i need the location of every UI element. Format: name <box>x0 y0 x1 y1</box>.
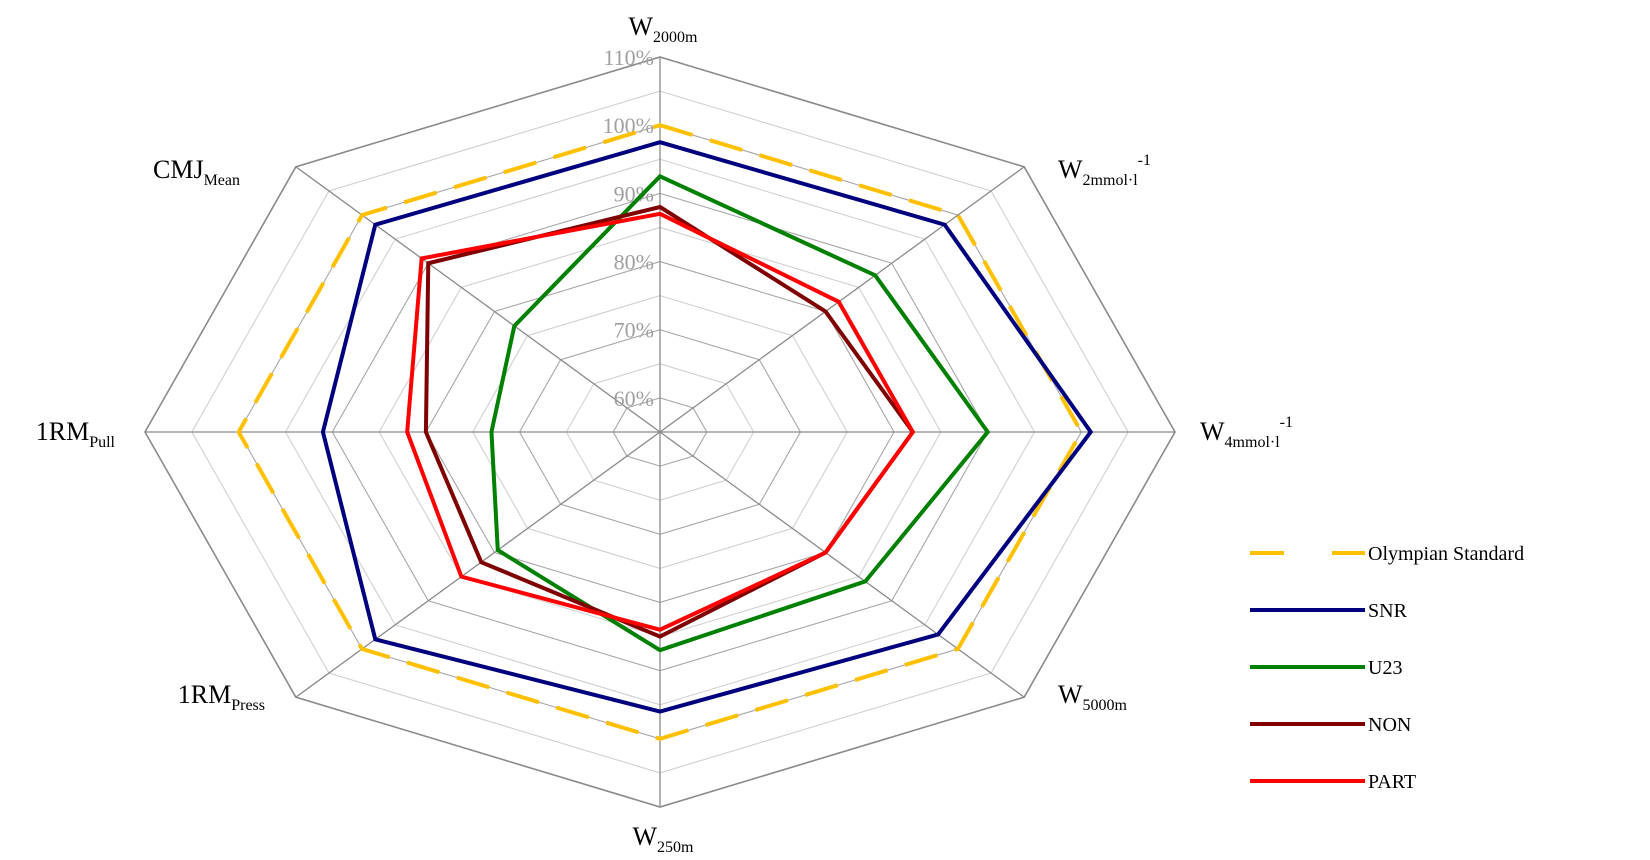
tick-label: 60% <box>614 386 654 411</box>
axis-label-main: CMJ <box>153 155 204 184</box>
axis-label-main: W <box>1058 155 1083 184</box>
axis-label-subscript: Pull <box>89 434 115 451</box>
axis-labels: W2000mW2mmol·l-1W4mmol·l-1W5000mW250m1RM… <box>36 12 1293 856</box>
axis-label-main: W <box>633 822 658 851</box>
axis-label-subscript: 250m <box>657 839 694 856</box>
axis-label-subscript: 5000m <box>1083 697 1128 714</box>
axis-label-subscript: 4mmol·l <box>1225 434 1281 451</box>
axis-label-0: W2000m <box>629 12 699 46</box>
axis-label-subscript: Mean <box>204 172 240 189</box>
series-line-part <box>405 211 916 632</box>
axis-label-1: W2mmol·l -1 <box>1058 152 1151 189</box>
axis-label-5: 1RMPress <box>178 680 265 714</box>
radar-spokes <box>145 57 1175 807</box>
axis-label-subscript: 2000m <box>653 29 698 46</box>
axis-label-superscript: -1 <box>1280 414 1293 431</box>
legend-label: NON <box>1368 714 1411 736</box>
axis-label-main: W <box>1200 417 1225 446</box>
axis-label-main: 1RM <box>36 417 89 446</box>
series-line-olympian-standard <box>236 123 1084 741</box>
spoke-7 <box>295 166 661 433</box>
tick-label: 80% <box>614 250 654 275</box>
legend: Olympian Standard SNR U23 NON PART <box>1250 543 1524 793</box>
axis-label-main: 1RM <box>178 680 231 709</box>
series-line-non <box>423 204 916 639</box>
legend-label: PART <box>1368 771 1416 793</box>
axis-label-main: W <box>629 12 654 41</box>
axis-label-2: W4mmol·l -1 <box>1200 414 1293 451</box>
axis-label-subscript: 2mmol·l <box>1083 172 1139 189</box>
axis-label-3: W5000m <box>1058 680 1128 714</box>
spoke-3 <box>659 431 1025 698</box>
axis-label-main: W <box>1058 680 1083 709</box>
legend-label: Olympian Standard <box>1368 543 1524 565</box>
spoke-1 <box>659 166 1025 433</box>
series-line-snr <box>320 140 1094 714</box>
spoke-5 <box>295 431 661 698</box>
tick-label: 70% <box>614 318 654 343</box>
axis-label-superscript: -1 <box>1138 152 1151 169</box>
axis-label-subscript: Press <box>231 697 265 714</box>
axis-label-7: CMJMean <box>153 155 240 189</box>
legend-label: SNR <box>1368 600 1408 622</box>
legend-label: U23 <box>1368 657 1402 679</box>
radar-series <box>236 123 1094 741</box>
series-line-u23 <box>489 173 991 653</box>
axis-label-6: 1RMPull <box>36 417 116 451</box>
axis-label-4: W250m <box>633 822 695 856</box>
tick-label: 110% <box>603 45 654 70</box>
